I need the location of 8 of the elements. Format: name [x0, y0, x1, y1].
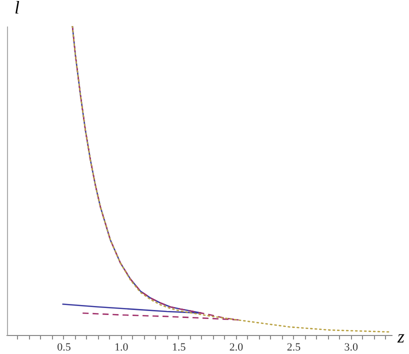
x-tick-label: 1.5: [172, 342, 186, 354]
y-axis-title: l: [14, 0, 20, 18]
x-tick-label: 0.5: [57, 342, 72, 354]
x-tick-label: 1.0: [114, 342, 129, 354]
x-axis-title: z: [396, 326, 404, 346]
x-tick-label: 2.5: [286, 342, 302, 354]
x-tick-label: 3.0: [344, 342, 359, 354]
x-tick-label: 2.0: [229, 342, 244, 354]
